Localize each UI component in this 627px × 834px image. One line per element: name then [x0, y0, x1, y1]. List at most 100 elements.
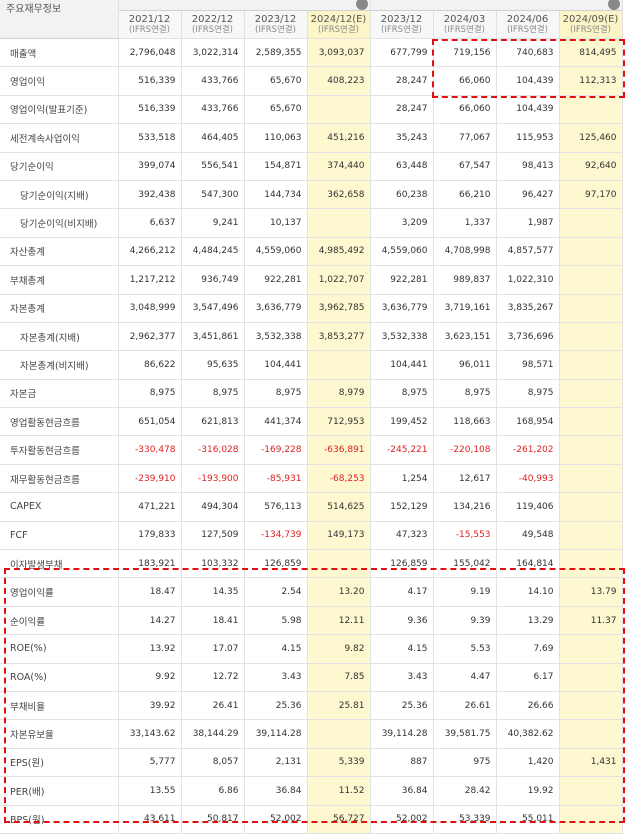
table-row: 자본금 8,975 8,975 8,975 8,979 8,975 8,975 8,975 — [0, 379, 623, 409]
value-cell: 9.36 — [370, 606, 434, 636]
value-cell: 8,979 — [307, 379, 371, 409]
value-cell: 4,857,577 — [496, 237, 560, 267]
value-cell: 98,413 — [496, 152, 560, 181]
corner-header: 주요재무정보 — [0, 0, 119, 39]
value-cell: 26.61 — [433, 691, 497, 721]
value-cell: 4.47 — [433, 663, 497, 692]
row-label: 당기순이익 — [0, 152, 119, 181]
value-cell: 3.43 — [244, 663, 308, 692]
value-cell: 4.15 — [370, 634, 434, 664]
value-cell: 164,814 — [496, 549, 560, 579]
table-row: ROA(%) 9.92 12.72 3.43 7.85 3.43 4.47 6.17 — [0, 663, 623, 692]
value-cell: 13.92 — [118, 634, 182, 664]
value-cell: 4.17 — [370, 577, 434, 607]
value-cell: 374,440 — [307, 152, 371, 181]
value-cell: 134,216 — [433, 492, 497, 522]
value-cell: 1,022,707 — [307, 265, 371, 295]
expand-icon[interactable] — [607, 0, 620, 10]
value-cell: 576,113 — [244, 492, 308, 522]
table-row: 영업이익 516,339 433,766 65,670 408,223 28,247 66,… — [0, 66, 623, 96]
table-row: ROE(%) 13.92 17.07 4.15 9.82 4.15 5.53 7.69 — [0, 634, 623, 664]
value-cell: 66,060 — [433, 66, 497, 96]
value-cell — [559, 379, 623, 409]
table-row: 세전계속사업이익 533,518 464,405 110,063 451,216 35,2… — [0, 123, 623, 153]
period-header: 2024/03 (IFRS연결) — [433, 10, 497, 39]
value-cell: 152,129 — [370, 492, 434, 522]
value-cell — [559, 634, 623, 664]
row-label: 이자발생부채 — [0, 549, 119, 579]
value-cell: 621,813 — [181, 407, 245, 437]
value-cell: 3,547,496 — [181, 294, 245, 323]
value-cell: 4,266,212 — [118, 237, 182, 267]
value-cell: 4,484,245 — [181, 237, 245, 267]
value-cell: 14.27 — [118, 606, 182, 636]
value-cell: 6.86 — [181, 776, 245, 806]
value-cell: 86,622 — [118, 350, 182, 380]
table-row: 자본총계(비지배) 86,622 95,635 104,441 104,441 96,01… — [0, 350, 623, 380]
value-cell: 7.69 — [496, 634, 560, 664]
table-row: PER(배) 13.55 6.86 36.84 11.52 36.84 28.42 19.92 — [0, 776, 623, 806]
value-cell: 25.81 — [307, 691, 371, 721]
value-cell: -636,891 — [307, 435, 371, 465]
value-cell: -239,910 — [118, 464, 182, 494]
row-label: 자본총계(비지배) — [0, 350, 119, 380]
value-cell: 2,131 — [244, 748, 308, 778]
value-cell: 33,143.62 — [118, 719, 182, 749]
value-cell: 18.47 — [118, 577, 182, 607]
value-cell: 4,559,060 — [244, 237, 308, 267]
value-cell — [559, 719, 623, 749]
value-cell: 887 — [370, 748, 434, 778]
value-cell: 719,156 — [433, 38, 497, 68]
value-cell: 2,962,377 — [118, 322, 182, 352]
value-cell: 63,448 — [370, 152, 434, 181]
table-row: 당기순이익 399,074 556,541 154,871 374,440 63,448 6… — [0, 152, 623, 181]
value-cell: 3,835,267 — [496, 294, 560, 323]
row-label: 부채총계 — [0, 265, 119, 295]
value-cell: 96,011 — [433, 350, 497, 380]
value-cell: 651,054 — [118, 407, 182, 437]
value-cell — [559, 805, 623, 834]
value-cell: 3,736,696 — [496, 322, 560, 352]
table-row: FCF 179,833 127,509 -134,739 149,173 47,323 -1… — [0, 521, 623, 551]
value-cell: 12.11 — [307, 606, 371, 636]
value-cell: -134,739 — [244, 521, 308, 551]
expand-icon[interactable] — [355, 0, 368, 10]
value-cell: 5.98 — [244, 606, 308, 636]
table-row: 자본총계(지배) 2,962,377 3,451,861 3,532,338 3,853… — [0, 322, 623, 352]
value-cell — [559, 294, 623, 323]
basis-label: (IFRS연결) — [129, 24, 170, 35]
value-cell: 125,460 — [559, 123, 623, 153]
value-cell: 3,636,779 — [244, 294, 308, 323]
value-cell: 13.79 — [559, 577, 623, 607]
annual-group-header — [118, 0, 371, 11]
value-cell: 17.07 — [181, 634, 245, 664]
basis-label: (IFRS연결) — [570, 24, 611, 35]
value-cell: 112,313 — [559, 66, 623, 96]
value-cell: 9,241 — [181, 208, 245, 238]
value-cell: 12,617 — [433, 464, 497, 494]
value-cell: 65,670 — [244, 95, 308, 125]
value-cell: 11.52 — [307, 776, 371, 806]
value-cell: -85,931 — [244, 464, 308, 494]
value-cell: 922,281 — [370, 265, 434, 295]
value-cell: 13.29 — [496, 606, 560, 636]
basis-label: (IFRS연결) — [444, 24, 485, 35]
value-cell: 8,975 — [496, 379, 560, 409]
value-cell: 516,339 — [118, 66, 182, 96]
basis-label: (IFRS연결) — [255, 24, 296, 35]
table-row: 자본총계 3,048,999 3,547,496 3,636,779 3,962,785… — [0, 294, 623, 323]
value-cell: 96,427 — [496, 180, 560, 210]
value-cell — [559, 663, 623, 692]
value-cell: -68,253 — [307, 464, 371, 494]
table-row: 자산총계 4,266,212 4,484,245 4,559,060 4,985,492… — [0, 237, 623, 267]
value-cell: 11.37 — [559, 606, 623, 636]
period-header: 2024/12(E) (IFRS연결) — [307, 10, 371, 39]
row-label: 자본총계(지배) — [0, 322, 119, 352]
value-cell: 3,853,277 — [307, 322, 371, 352]
value-cell: 3,636,779 — [370, 294, 434, 323]
value-cell: 533,518 — [118, 123, 182, 153]
value-cell: 3,532,338 — [370, 322, 434, 352]
table-row: 당기순이익(비지배) 6,637 9,241 10,137 3,209 1,337 1,98… — [0, 208, 623, 238]
value-cell: 25.36 — [370, 691, 434, 721]
value-cell: 126,859 — [244, 549, 308, 579]
